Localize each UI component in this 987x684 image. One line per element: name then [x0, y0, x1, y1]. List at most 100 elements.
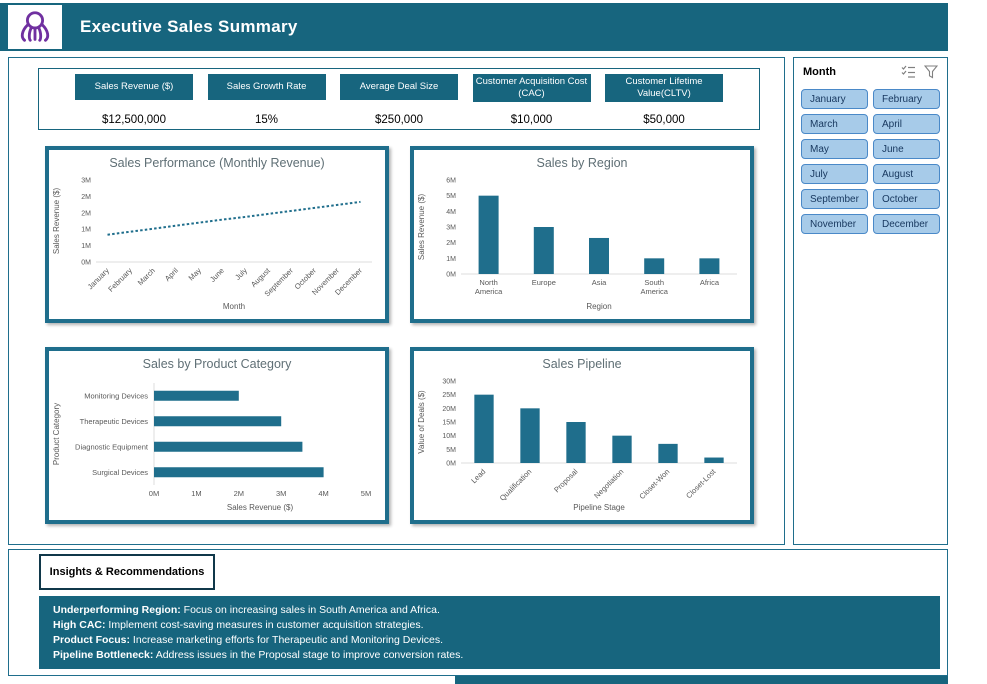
svg-text:1M: 1M [81, 243, 91, 250]
month-button-june[interactable]: June [873, 139, 940, 159]
svg-text:Negotiation: Negotiation [592, 467, 625, 500]
month-button-february[interactable]: February [873, 89, 940, 109]
slicer-header: Month [801, 65, 940, 83]
kpi-card-avg-deal-size: Average Deal Size $250,000 [340, 74, 458, 126]
svg-text:0M: 0M [149, 489, 159, 498]
insights-tab[interactable]: Insights & Recommendations [39, 554, 215, 590]
svg-text:4M: 4M [446, 209, 456, 216]
svg-text:Product Category: Product Category [52, 403, 61, 465]
insights-section: Insights & Recommendations Underperformi… [8, 549, 948, 676]
svg-text:6M: 6M [446, 178, 456, 185]
funnel-filter-icon[interactable] [924, 65, 938, 79]
insight-item: Pipeline Bottleneck: Address issues in t… [53, 648, 926, 663]
chart-title: Sales Pipeline [542, 357, 622, 371]
kpi-value: $50,000 [643, 114, 685, 126]
month-button-may[interactable]: May [801, 139, 868, 159]
logo-box [8, 5, 62, 49]
bottom-scrollbar[interactable] [455, 676, 948, 684]
svg-text:June: June [208, 266, 226, 284]
svg-text:5M: 5M [446, 193, 456, 200]
month-button-november[interactable]: November [801, 214, 868, 234]
sales-by-region-panel: Sales by Region 0M 1M 2M 3M 4M 5M 6M Sales Reve… [410, 146, 754, 323]
svg-text:0M: 0M [446, 272, 456, 279]
svg-text:Europe: Europe [532, 278, 556, 287]
octopus-logo-icon [20, 11, 50, 42]
svg-text:February: February [106, 266, 134, 294]
svg-text:0M: 0M [446, 461, 456, 468]
month-button-april[interactable]: April [873, 114, 940, 134]
kpi-label: Average Deal Size [340, 74, 458, 100]
svg-text:1M: 1M [191, 489, 201, 498]
svg-text:3M: 3M [81, 178, 91, 185]
svg-text:10M: 10M [442, 433, 456, 440]
svg-text:Africa: Africa [700, 278, 720, 287]
kpi-card-cltv: Customer Lifetime Value(CLTV) $50,000 [605, 74, 723, 126]
svg-text:South: South [644, 278, 664, 287]
insight-text: Focus on increasing sales in South Ameri… [180, 604, 440, 616]
kpi-label: Customer Lifetime Value(CLTV) [605, 74, 723, 102]
month-button-august[interactable]: August [873, 164, 940, 184]
kpi-card-cac: Customer Acquisition Cost (CAC) $10,000 [472, 74, 591, 126]
svg-text:July: July [233, 266, 249, 282]
svg-text:Asia: Asia [592, 278, 607, 287]
insight-text: Increase marketing efforts for Therapeut… [130, 634, 444, 646]
kpi-value: $250,000 [375, 114, 423, 126]
svg-text:Therapeutic Devices: Therapeutic Devices [80, 417, 149, 426]
svg-text:1M: 1M [81, 227, 91, 234]
kpi-value: 15% [254, 114, 279, 126]
svg-text:5M: 5M [446, 447, 456, 454]
month-button-september[interactable]: September [801, 189, 868, 209]
svg-text:Value of Deals ($): Value of Deals ($) [417, 390, 426, 454]
month-button-january[interactable]: January [801, 89, 868, 109]
svg-text:1M: 1M [446, 256, 456, 263]
svg-text:20M: 20M [442, 406, 456, 413]
slicer-title: Month [803, 66, 836, 78]
sales-pipeline-panel: Sales Pipeline 0M 5M 10M 15M 20M 25M 30M Value … [410, 347, 754, 524]
sales-by-product-category-panel: Sales by Product Category Monitoring Dev… [45, 347, 389, 524]
svg-text:North: North [479, 278, 497, 287]
month-button-july[interactable]: July [801, 164, 868, 184]
sales-by-product-category-chart[interactable]: Monitoring Devices Therapeutic Devices Dia… [50, 373, 384, 513]
svg-text:Proposal: Proposal [552, 467, 580, 495]
kpi-label: Sales Revenue ($) [75, 74, 193, 100]
kpi-value: $10,000 [510, 114, 553, 126]
insight-text: Implement cost-saving measures in custom… [105, 619, 424, 631]
insight-item: Product Focus: Increase marketing effort… [53, 633, 926, 648]
svg-text:Surgical Devices: Surgical Devices [92, 468, 148, 477]
svg-text:2M: 2M [81, 210, 91, 217]
svg-text:2M: 2M [446, 240, 456, 247]
svg-text:America: America [640, 287, 668, 296]
insight-item: Underperforming Region: Focus on increas… [53, 603, 926, 618]
sales-pipeline-chart[interactable]: 0M 5M 10M 15M 20M 25M 30M Value of Deals ($) Lea… [415, 373, 749, 513]
svg-text:Region: Region [586, 302, 611, 311]
svg-text:Month: Month [223, 302, 245, 311]
chart-title: Sales by Region [536, 156, 628, 170]
svg-text:Closet-Won: Closet-Won [637, 467, 671, 501]
svg-text:March: March [136, 266, 157, 287]
insight-label: Product Focus: [53, 634, 131, 646]
svg-text:Lead: Lead [469, 467, 487, 485]
month-button-march[interactable]: March [801, 114, 868, 134]
svg-text:2M: 2M [234, 489, 244, 498]
svg-text:America: America [475, 287, 503, 296]
svg-text:Pipeline Stage: Pipeline Stage [573, 503, 625, 512]
insight-label: Pipeline Bottleneck: [53, 649, 154, 661]
month-button-december[interactable]: December [873, 214, 940, 234]
svg-text:30M: 30M [442, 379, 456, 386]
app-header: Executive Sales Summary [0, 3, 948, 51]
insight-label: Underperforming Region: [53, 604, 181, 616]
insight-text: Address issues in the Proposal stage to … [153, 649, 464, 661]
svg-text:April: April [163, 266, 180, 283]
checklist-icon[interactable] [901, 65, 916, 79]
svg-text:25M: 25M [442, 392, 456, 399]
kpi-label: Sales Growth Rate [207, 74, 326, 100]
svg-text:Qualification: Qualification [498, 467, 534, 503]
chart-title: Sales by Product Category [142, 357, 292, 371]
month-button-october[interactable]: October [873, 189, 940, 209]
sales-performance-panel: Sales Performance (Monthly Revenue) 0M 1M… [45, 146, 389, 323]
svg-text:5M: 5M [361, 489, 371, 498]
svg-text:0M: 0M [81, 260, 91, 267]
svg-text:15M: 15M [442, 420, 456, 427]
